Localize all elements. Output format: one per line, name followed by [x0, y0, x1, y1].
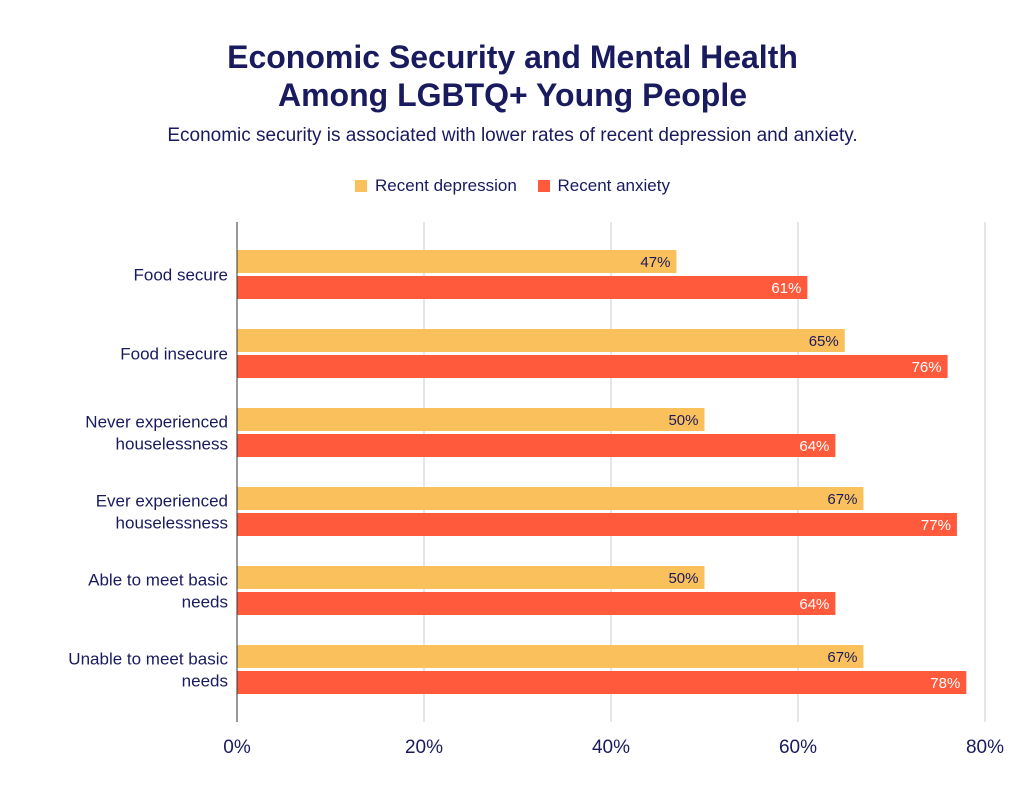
category-label-3-line-1: houselessness [116, 514, 228, 533]
category-label-5-line-1: needs [182, 672, 228, 691]
chart-legend: Recent depression Recent anxiety [0, 176, 1025, 197]
data-label-anxiety-5: 78% [930, 675, 960, 692]
data-label-depression-3: 67% [827, 491, 857, 508]
category-label-0-line-0: Food secure [134, 266, 229, 285]
data-label-depression-2: 50% [668, 412, 698, 429]
x-tick-label-80: 80% [966, 737, 1004, 758]
data-label-anxiety-1: 76% [912, 359, 942, 376]
legend-label-anxiety: Recent anxiety [557, 176, 670, 195]
chart-title: Economic Security and Mental Health Amon… [0, 38, 1025, 114]
x-tick-label-60: 60% [779, 737, 817, 758]
category-label-4-line-0: Able to meet basic [88, 571, 228, 590]
legend-swatch-anxiety [537, 180, 550, 192]
data-label-depression-1: 65% [809, 333, 839, 350]
legend-label-depression: Recent depression [375, 176, 517, 195]
bar-depression-4[interactable] [237, 566, 705, 589]
chart-title-line-1: Economic Security and Mental Health [227, 39, 798, 75]
legend-swatch-depression [355, 180, 368, 192]
bar-anxiety-1[interactable] [237, 355, 948, 378]
x-tick-label-20: 20% [405, 737, 443, 758]
data-label-depression-0: 47% [640, 254, 670, 271]
category-label-1-line-0: Food insecure [120, 345, 228, 364]
category-label-3-line-0: Ever experienced [96, 492, 228, 511]
bar-depression-2[interactable] [237, 408, 705, 431]
bar-anxiety-0[interactable] [237, 276, 808, 299]
category-label-2-line-1: houselessness [116, 435, 228, 454]
bar-depression-5[interactable] [237, 645, 864, 668]
bar-anxiety-3[interactable] [237, 513, 957, 536]
bar-anxiety-5[interactable] [237, 671, 967, 694]
bar-depression-1[interactable] [237, 329, 845, 352]
data-label-depression-4: 50% [668, 570, 698, 587]
category-label-5-line-0: Unable to meet basic [68, 650, 228, 669]
category-label-2-line-0: Never experienced [85, 413, 228, 432]
chart-subtitle: Economic security is associated with low… [167, 125, 858, 146]
bar-depression-0[interactable] [237, 250, 677, 273]
data-label-anxiety-2: 64% [799, 438, 829, 455]
data-label-anxiety-0: 61% [771, 280, 801, 297]
data-label-anxiety-4: 64% [799, 596, 829, 613]
bar-anxiety-2[interactable] [237, 434, 836, 457]
category-label-4-line-1: needs [182, 593, 228, 612]
data-label-anxiety-3: 77% [921, 517, 951, 534]
x-tick-label-40: 40% [592, 737, 630, 758]
bar-anxiety-4[interactable] [237, 592, 836, 615]
chart-title-line-2: Among LGBTQ+ Young People [277, 77, 748, 113]
bar-depression-3[interactable] [237, 487, 864, 510]
legend-item-anxiety[interactable]: Recent anxiety [537, 176, 670, 196]
data-label-depression-5: 67% [827, 649, 857, 666]
legend-item-depression[interactable]: Recent depression [355, 176, 517, 196]
x-tick-label-0: 0% [223, 737, 251, 758]
